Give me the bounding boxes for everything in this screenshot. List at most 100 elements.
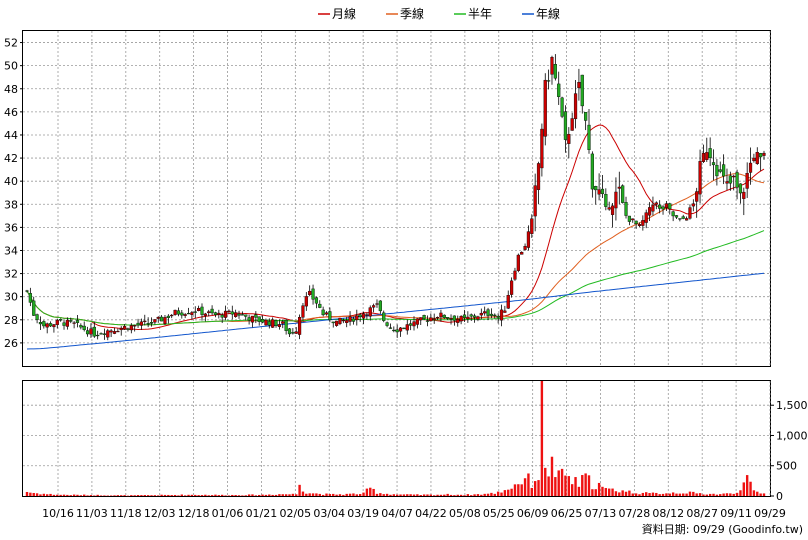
candle-body (577, 82, 581, 89)
candlestick-series (25, 54, 766, 341)
candle-body (223, 310, 228, 318)
candle-body (422, 315, 426, 319)
candle-body (176, 310, 181, 315)
candle-body (328, 311, 332, 321)
candle-body (109, 330, 113, 333)
volume-bar (180, 494, 184, 496)
candle-body (654, 202, 658, 205)
volume-bar (365, 488, 369, 496)
candle-body (439, 312, 443, 318)
volume-bar (99, 495, 103, 496)
volume-bar (402, 494, 406, 496)
candle-body (510, 280, 514, 295)
candle-body (722, 164, 726, 177)
candle-body (361, 313, 366, 319)
volume-bar (39, 494, 42, 496)
volume-bar (533, 481, 537, 496)
candle-body (156, 316, 160, 319)
volume-bar (567, 476, 571, 496)
volume-bar (214, 494, 217, 496)
volume-bar (614, 491, 618, 496)
candle-body (281, 321, 285, 324)
candle-body (557, 83, 561, 97)
moving-averages (26, 124, 765, 350)
candle-body (415, 318, 419, 325)
candle-body (126, 328, 130, 330)
volume-bar (261, 494, 264, 496)
candle-body (570, 118, 574, 131)
candle-body (651, 204, 655, 212)
volume-bar (187, 494, 190, 496)
price-tick-label: 50 (4, 60, 18, 73)
date-tick-label: 11/03 (76, 507, 108, 520)
volume-bar (597, 482, 601, 496)
volume-bar (321, 494, 325, 496)
candle-body (335, 320, 339, 326)
volume-bar (581, 475, 584, 496)
candle-body (718, 169, 722, 172)
candle-body (112, 331, 117, 334)
candle-body (711, 162, 716, 166)
volume-bar (389, 494, 392, 496)
volume-bar (89, 495, 93, 496)
volume-bar (335, 494, 338, 496)
volume-bar (665, 493, 668, 496)
volume-bar (318, 493, 321, 496)
volume-bar (692, 491, 695, 496)
volume-bar (527, 473, 530, 496)
candle-body (213, 312, 218, 315)
volume-bar (207, 495, 210, 496)
volume-bar (493, 493, 496, 496)
candle-body (331, 321, 335, 324)
volume-bar (483, 493, 486, 496)
volume-bar (227, 495, 231, 496)
volume-bar (268, 494, 271, 496)
volume-bar (446, 493, 449, 496)
volume-bar (584, 473, 587, 496)
volume-bar (69, 495, 72, 496)
volume-bar (348, 493, 352, 496)
candle-body (250, 315, 255, 323)
date-tick-label: 03/19 (347, 507, 379, 520)
candle-body (435, 317, 440, 319)
candle-body (668, 203, 672, 210)
volume-bar (278, 494, 281, 496)
candle-body (409, 323, 413, 326)
volume-bar (42, 493, 46, 496)
candle-body (550, 57, 554, 75)
volume-bar (183, 495, 187, 496)
volume-bar (473, 494, 476, 496)
volume-bar (594, 489, 597, 496)
candle-body (55, 319, 59, 325)
volume-bar (503, 490, 507, 496)
candle-body (52, 324, 56, 328)
volume-bar (103, 495, 106, 496)
candle-body (762, 152, 766, 156)
volume-bar (557, 470, 560, 496)
volume-bar (305, 493, 308, 496)
volume-bar (463, 495, 466, 496)
volume-bar (507, 489, 510, 496)
candle-body (728, 175, 732, 184)
candle-body (691, 203, 695, 207)
volume-bar (284, 494, 288, 496)
volume-bar (560, 468, 564, 496)
candle-body (254, 314, 258, 318)
candle-body (62, 322, 66, 326)
volume-bar (342, 494, 345, 496)
candle-body (388, 327, 393, 329)
volume-bar (264, 494, 268, 496)
volume-bar (459, 494, 463, 496)
candle-body (627, 215, 631, 222)
volume-bar (433, 495, 436, 496)
candle-body (547, 80, 551, 82)
candle-body (553, 64, 557, 79)
date-tick-label: 04/07 (381, 507, 413, 520)
volume-bar (295, 494, 298, 496)
volume-bar (120, 495, 123, 496)
candle-body (304, 296, 308, 307)
volume-bar (416, 494, 419, 496)
volume-bar (315, 493, 318, 496)
volume-bar (443, 494, 446, 496)
candle-body (217, 312, 221, 315)
